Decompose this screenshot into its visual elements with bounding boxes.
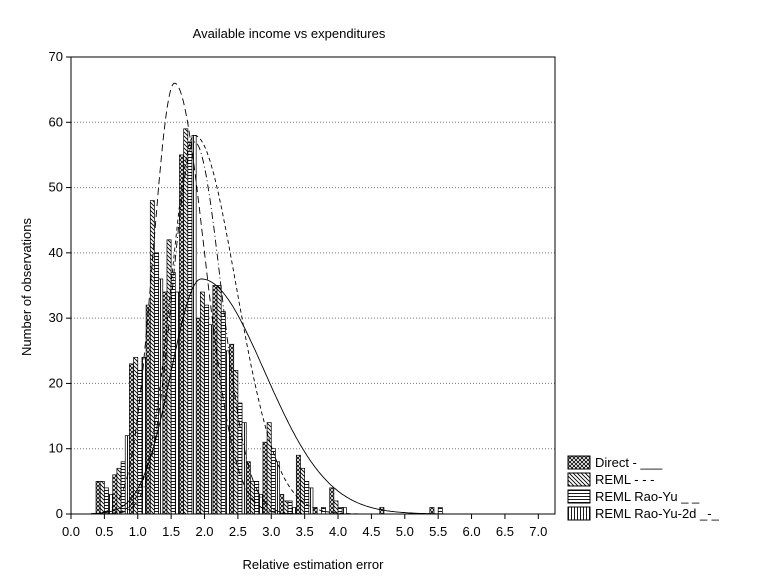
y-tick-label: 10 [49, 441, 63, 456]
x-tick-label: 0.5 [95, 524, 113, 539]
legend-swatch [567, 472, 591, 487]
bar-crosshatch [195, 317, 201, 515]
x-tick-label: 0.0 [62, 524, 80, 539]
legend-label: REML Rao-Yu _ _ [595, 489, 700, 504]
bar-backslash [300, 467, 306, 515]
x-tick-label: 6.5 [496, 524, 514, 539]
bar-backslash [283, 500, 289, 515]
bar-vertical [308, 487, 314, 515]
bar-horizontal [437, 507, 443, 515]
bar-backslash [166, 239, 172, 515]
legend-swatch [567, 506, 591, 521]
x-axis-ticks: 0.0 0.5 1.0 1.5 2.0 2.5 3.0 3.5 4.0 4.5 5.0 5.5 6.0 6… [62, 514, 547, 539]
bar-crosshatch [279, 494, 285, 515]
bar-crosshatch [162, 291, 168, 515]
legend-swatch [567, 455, 591, 470]
bar-crosshatch [379, 507, 385, 515]
x-tick-label: 5.5 [429, 524, 447, 539]
bar-backslash [183, 128, 189, 515]
bar-crosshatch [295, 454, 301, 515]
plot-frame [70, 56, 556, 515]
legend-label: Direct - ___ [595, 455, 663, 470]
fitted-curve-dashed [91, 134, 539, 515]
bar-vertical [225, 350, 230, 515]
bars [95, 128, 443, 515]
bar-horizontal [237, 402, 243, 515]
x-tick-label: 1.0 [129, 524, 147, 539]
bar-horizontal [304, 481, 310, 515]
bar-crosshatch [95, 481, 101, 515]
x-tick-label: 4.5 [362, 524, 380, 539]
bar-horizontal [170, 272, 176, 515]
bar-crosshatch [179, 154, 184, 515]
bar-crosshatch [112, 474, 118, 515]
bar-crosshatch [329, 487, 335, 515]
x-tick-label: 6.0 [463, 524, 481, 539]
fitted-curve-dash-dot [91, 141, 539, 515]
bar-horizontal [287, 500, 293, 515]
bar-backslash [333, 500, 339, 515]
bar-vertical [275, 461, 280, 515]
bar-crosshatch [245, 461, 251, 515]
x-tick-label: 5.0 [396, 524, 414, 539]
legend: Direct - ___ REML - - - REML Rao-Yu _ _ REM… [567, 455, 720, 521]
legend-swatch [567, 489, 591, 504]
chart-title: Available income vs expenditures [193, 26, 386, 41]
y-tick-label: 70 [49, 49, 63, 64]
x-tick-label: 2.0 [195, 524, 213, 539]
bar-vertical [241, 422, 247, 515]
y-axis-label: Number of observations [19, 217, 34, 356]
bar-horizontal [204, 304, 210, 515]
bar-backslash [266, 422, 272, 515]
y-axis-ticks: 0 10 20 30 40 50 60 70 [49, 49, 71, 521]
legend-label: REML Rao-Yu-2d _-_ [595, 506, 720, 521]
y-tick-label: 20 [49, 375, 63, 390]
bar-backslash [233, 370, 239, 515]
bar-backslash [216, 285, 222, 515]
y-tick-label: 40 [49, 245, 63, 260]
x-tick-label: 2.5 [229, 524, 247, 539]
x-tick-label: 3.5 [296, 524, 314, 539]
bar-backslash [199, 291, 205, 515]
x-axis-label: Relative estimation error [243, 557, 385, 572]
bar-horizontal [187, 141, 193, 515]
bar-backslash [99, 481, 105, 515]
bar-horizontal [154, 252, 159, 515]
bar-horizontal [254, 481, 260, 515]
x-tick-label: 3.0 [262, 524, 280, 539]
x-tick-label: 1.5 [162, 524, 180, 539]
bar-vertical [174, 291, 180, 515]
y-tick-label: 0 [56, 506, 63, 521]
y-tick-label: 30 [49, 310, 63, 325]
bar-vertical [208, 324, 214, 515]
legend-label: REML - - - [595, 472, 654, 487]
bar-crosshatch [145, 304, 151, 515]
bar-crosshatch [129, 363, 134, 515]
x-tick-label: 7.0 [529, 524, 547, 539]
bar-horizontal [220, 311, 226, 515]
bar-horizontal [270, 448, 276, 515]
bar-crosshatch [429, 507, 435, 515]
y-tick-label: 50 [49, 180, 63, 195]
bar-vertical [291, 507, 297, 515]
bar-crosshatch [212, 285, 218, 515]
y-tick-label: 60 [49, 114, 63, 129]
bar-vertical [191, 134, 197, 515]
x-tick-label: 4.0 [329, 524, 347, 539]
bar-horizontal [104, 487, 109, 515]
bar-backslash [250, 481, 255, 515]
